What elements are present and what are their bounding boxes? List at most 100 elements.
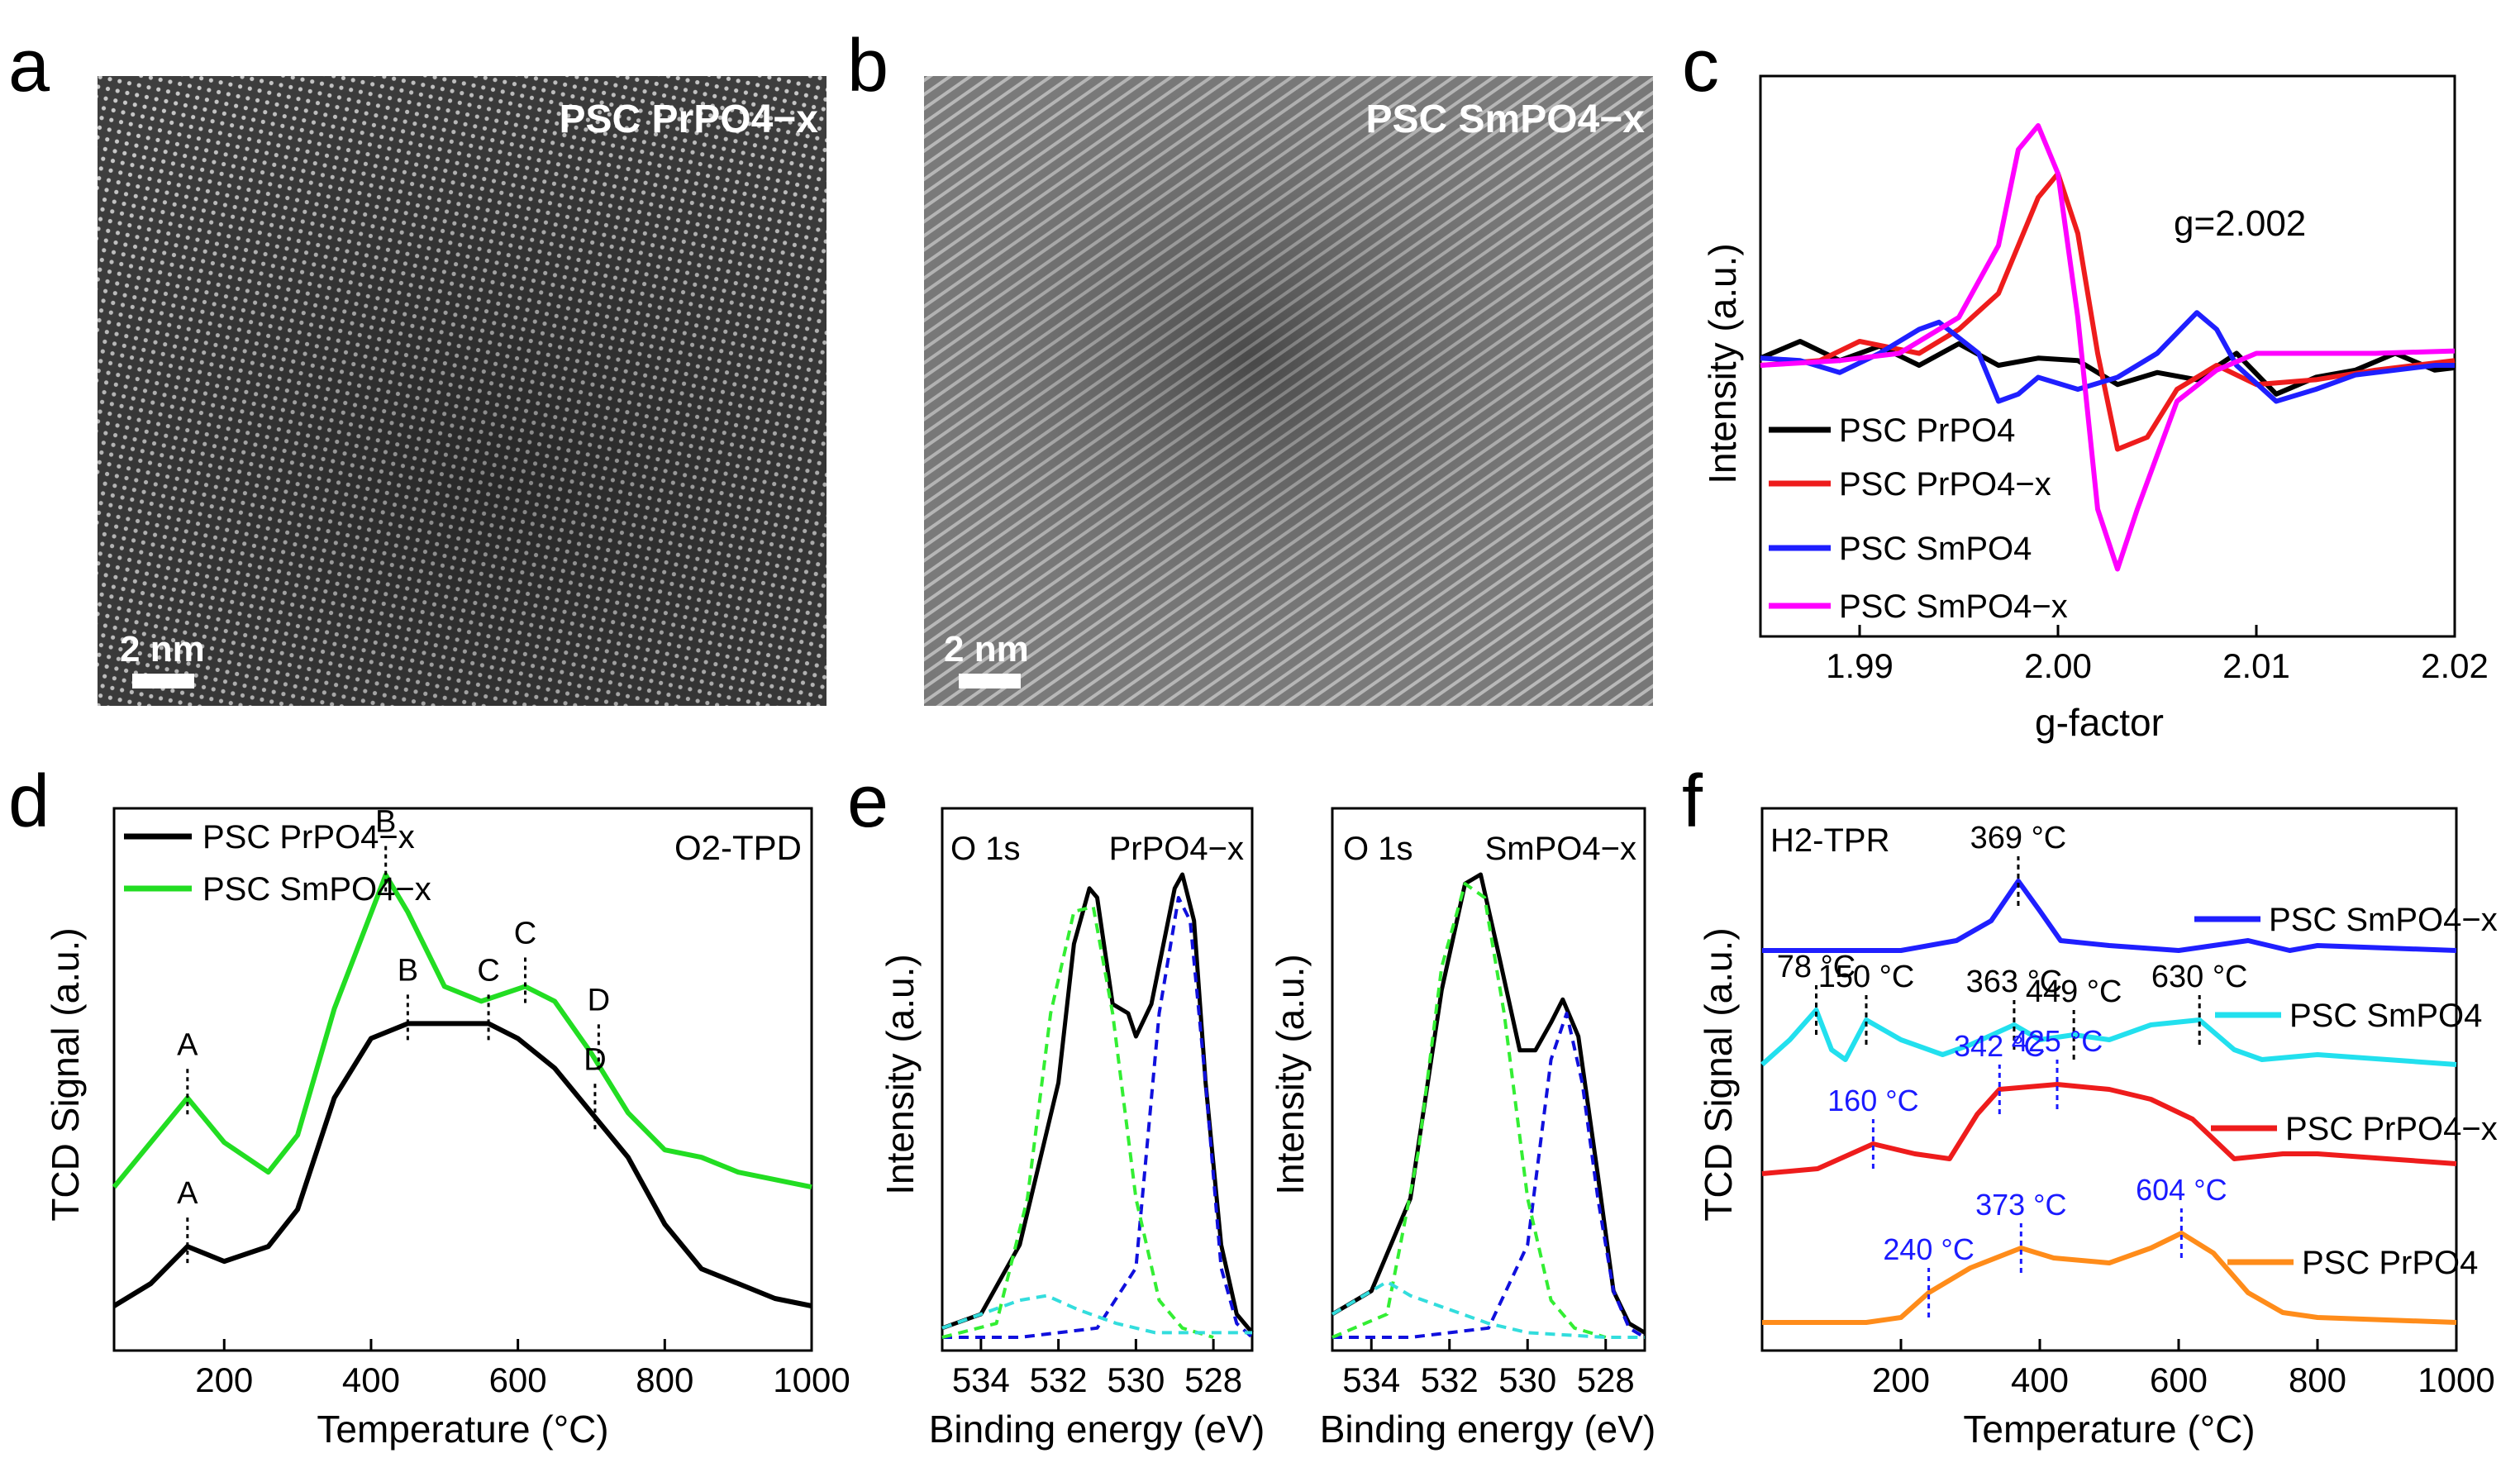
o2-tpd-peak-label: C <box>514 916 536 951</box>
h2-tpr-title: H2-TPR <box>1770 822 1889 859</box>
o2-tpd-x-tick-label: 600 <box>489 1360 547 1399</box>
xps-prpo4-x-tick-label: 528 <box>1184 1360 1242 1399</box>
xps-smpo4-series-0 <box>1331 872 1646 1335</box>
h2-tpr-y-axis-label: TCD Signal (a.u.) <box>1697 927 1740 1221</box>
xps-prpo4-series-3 <box>941 1294 1252 1335</box>
o2-tpd-series-1 <box>112 872 812 1190</box>
epr-x-tick-label: 2.01 <box>2222 646 2290 685</box>
h2-tpr-x-tick-label: 600 <box>2150 1360 2208 1399</box>
epr-series-3 <box>1760 123 2456 572</box>
o2-tpd-peak-label: A <box>177 1027 198 1062</box>
o2-tpd-x-tick-label: 400 <box>342 1360 400 1399</box>
h2-tpr-peak-label: 363 °C <box>1966 965 2063 999</box>
epr-x-tick-label: 2.02 <box>2421 646 2489 685</box>
h2-tpr-peak-label: 160 °C <box>1827 1084 1918 1117</box>
micrograph-a-title: PSC PrPO4−x <box>560 98 819 141</box>
h2-tpr-x-tick-label: 800 <box>2289 1360 2346 1399</box>
epr-chart: 1.99 2.00 2.01 2.02 g-factor Intensity (a.u… <box>1701 74 2489 744</box>
h2-tpr-x-axis-label: Temperature (°C) <box>1963 1408 2255 1451</box>
micrograph-a-scale-bar <box>132 674 194 688</box>
h2-tpr-plot-frame <box>1760 807 2458 1352</box>
xps-smpo4-y-axis-label: Intensity (a.u.) <box>1269 954 1312 1194</box>
o2-tpd-peak-label: B <box>398 953 418 988</box>
epr-legend-prpo4-x: PSC PrPO4−x <box>1839 466 2051 503</box>
xps-smpo4-series-3 <box>1331 1279 1645 1339</box>
o2-tpd-legend: PSC PrPO4−x PSC SmPO4−x <box>124 819 431 908</box>
xps-smpo4-sample: SmPO4−x <box>1485 831 1636 867</box>
h2-tpr-series-1 <box>1760 1008 2457 1067</box>
h2-tpr-x-tick-label: 1000 <box>2418 1360 2494 1399</box>
epr-g-value-annotation: g=2.002 <box>2174 203 2306 244</box>
xps-smpo4-x-tick-label: 534 <box>1342 1360 1400 1399</box>
o2-tpd-peak-label: D <box>588 983 610 1017</box>
panel-label-c: c <box>1682 25 1719 107</box>
epr-legend-prpo4: PSC PrPO4 <box>1839 412 2015 449</box>
panel-label-b: b <box>847 25 888 107</box>
epr-legend: PSC PrPO4 PSC PrPO4−x PSC SmPO4 PSC SmPO… <box>1769 412 2068 625</box>
xps-prpo4-x-tick-label: 530 <box>1107 1360 1165 1399</box>
xps-prpo4-plot-frame <box>941 807 1254 1352</box>
xps-smpo4-series-2 <box>1331 882 1607 1339</box>
micrograph-a: PSC PrPO4−x 2 nm <box>98 76 827 706</box>
h2-tpr-peak-label: 630 °C <box>2151 960 2248 994</box>
h2-tpr-series-0 <box>1762 879 2457 953</box>
h2-tpr-legend-prpo4-x: PSC PrPO4−x <box>2285 1111 2498 1147</box>
panel-label-e: e <box>847 760 888 843</box>
xps-smpo4-x-tick-label: 532 <box>1421 1360 1479 1399</box>
h2-tpr-legend-smpo4: PSC SmPO4 <box>2289 998 2482 1034</box>
epr-legend-smpo4-x: PSC SmPO4−x <box>1839 588 2068 625</box>
h2-tpr-peak-label: 369 °C <box>1970 821 2067 855</box>
h2-tpr-peak-label: 604 °C <box>2136 1173 2227 1207</box>
xps-prpo4-x-tick-label: 534 <box>952 1360 1010 1399</box>
h2-tpr-x-tick-label: 200 <box>1872 1360 1930 1399</box>
epr-series-1 <box>1760 171 2456 452</box>
o2-tpd-title: O2-TPD <box>674 828 802 867</box>
o2-tpd-peak-label: D <box>584 1042 606 1077</box>
xps-prpo4-sample: PrPO4−x <box>1109 831 1244 867</box>
o2-tpd-x-tick-label: 800 <box>636 1360 693 1399</box>
xps-prpo4-series-0 <box>941 872 1254 1335</box>
o2-tpd-x-tick-label: 1000 <box>773 1360 850 1399</box>
h2-tpr-legend-prpo4: PSC PrPO4 <box>2302 1245 2478 1281</box>
epr-series-2 <box>1760 310 2455 404</box>
o2-tpd-x-tick-label: 200 <box>195 1360 253 1399</box>
h2-tpr-legend-smpo4-x: PSC SmPO4−x <box>2269 902 2498 938</box>
xps-prpo4-x-axis-label: Binding energy (eV) <box>929 1408 1265 1451</box>
o2-tpd-y-axis-label: TCD Signal (a.u.) <box>44 927 87 1221</box>
o2-tpd-x-axis-label: Temperature (°C) <box>317 1408 608 1451</box>
xps-prpo4-y-axis-label: Intensity (a.u.) <box>879 954 922 1194</box>
epr-series-0 <box>1759 339 2456 397</box>
micrograph-b-scale-bar <box>959 674 1021 688</box>
h2-tpr-series-2 <box>1761 1082 2457 1176</box>
h2-tpr-peak-label: 150 °C <box>1818 960 1915 994</box>
micrograph-b-title: PSC SmPO4−x <box>1366 98 1646 141</box>
micrograph-b-scale-label: 2 nm <box>944 629 1029 669</box>
panel-label-a: a <box>8 25 50 107</box>
h2-tpr-peak-label: 449 °C <box>2026 974 2122 1009</box>
h2-tpr-peak-label: 342 °C <box>1954 1029 2045 1063</box>
xps-smpo4-plot-frame <box>1331 807 1646 1352</box>
xps-smpo4-series-1 <box>1332 1012 1646 1339</box>
epr-x-tick-label: 1.99 <box>1826 646 1894 685</box>
o2-tpd-peak-label: C <box>477 953 499 988</box>
h2-tpr-peak-label: 240 °C <box>1883 1232 1974 1266</box>
micrograph-b: PSC SmPO4−x 2 nm <box>924 76 1653 706</box>
o2-tpd-peak-label: B <box>375 805 396 840</box>
xps-smpo4-x-tick-label: 530 <box>1498 1360 1556 1399</box>
epr-x-tick-label: 2.00 <box>2024 646 2092 685</box>
epr-y-axis-label: Intensity (a.u.) <box>1701 243 1744 484</box>
o2-tpd-legend-prpo4-x: PSC PrPO4−x <box>202 819 415 855</box>
xps-prpo4-series-2 <box>941 905 1214 1339</box>
xps-prpo4-core-level: O 1s <box>950 831 1020 867</box>
o2-tpd-series-0 <box>112 1021 812 1308</box>
xps-smpo4-x-axis-label: Binding energy (eV) <box>1320 1408 1656 1451</box>
h2-tpr-series-3 <box>1762 1231 2457 1325</box>
o2-tpd-legend-smpo4-x: PSC SmPO4−x <box>202 871 431 908</box>
o2-tpd-plot-frame <box>112 807 813 1352</box>
xps-prpo4-chart: 534 532 530 528 O 1s PrPO4−x Binding energy… <box>879 807 1265 1451</box>
h2-tpr-peak-label: 78 °C <box>1777 950 1855 984</box>
h2-tpr-peak-label: 373 °C <box>1975 1188 2066 1222</box>
panel-label-f: f <box>1682 760 1703 843</box>
